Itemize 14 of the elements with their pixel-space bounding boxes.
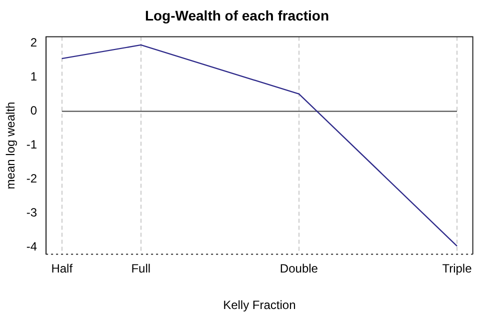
x-tick-label: Triple [442,262,472,276]
y-tick-label: -4 [26,240,38,254]
x-axis-title: Kelly Fraction [223,298,296,312]
y-tick-label: 1 [30,70,38,84]
y-tick-label: -2 [26,172,38,186]
y-axis-title: mean log wealth [4,102,18,190]
x-tick-label: Half [51,262,74,276]
y-tick-label: -3 [26,206,38,220]
y-tick-label: 2 [30,36,38,50]
x-tick-label: Double [280,262,318,276]
x-tick-label: Full [131,262,151,276]
y-tick-label: 0 [30,104,38,118]
chart-title: Log-Wealth of each fraction [144,7,330,24]
y-tick-label: -1 [26,138,38,152]
